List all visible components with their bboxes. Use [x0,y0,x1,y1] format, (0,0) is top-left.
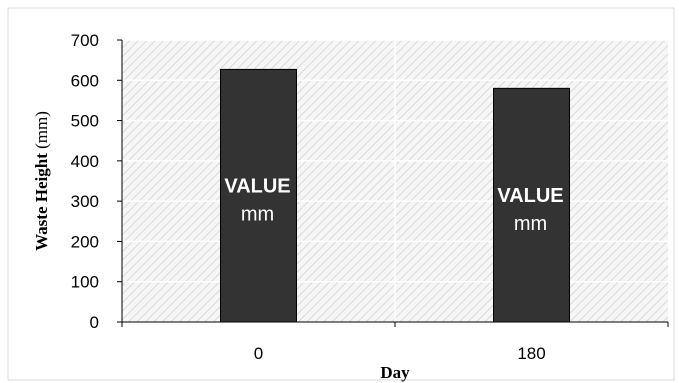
bars [220,68,570,323]
y-tick-label: 600 [71,71,99,90]
y-tick-label: 0 [90,313,99,332]
y-tick-label: 300 [71,192,99,211]
y-tick-label: 200 [71,232,99,251]
y-tick-label: 700 [71,31,99,50]
bar [220,68,297,323]
y-axis-title-bold: Waste Height [32,153,51,251]
x-tick-label: 180 [517,344,545,363]
x-tick-labels: 0 180 [254,344,546,363]
y-tick-labels: 0 100 200 300 400 500 600 700 [71,31,99,332]
axes [117,39,669,327]
bar-value-labels: VALUE mm VALUE mm [224,176,563,235]
y-axis-title-unit: (mm) [32,111,51,153]
x-tick-label: 0 [254,344,263,363]
gridlines [122,39,668,322]
x-axis-title: Day [380,363,410,382]
y-tick-label: 100 [71,273,99,292]
bar-label-main: VALUE [224,176,290,198]
y-tick-label: 500 [71,112,99,131]
bar [493,87,570,323]
bar-label-unit: mm [514,213,547,235]
bar-label-main: VALUE [497,185,563,207]
y-axis-title: Waste Height (mm) [32,111,51,251]
y-tick-label: 400 [71,152,99,171]
bar-label-unit: mm [241,204,274,226]
